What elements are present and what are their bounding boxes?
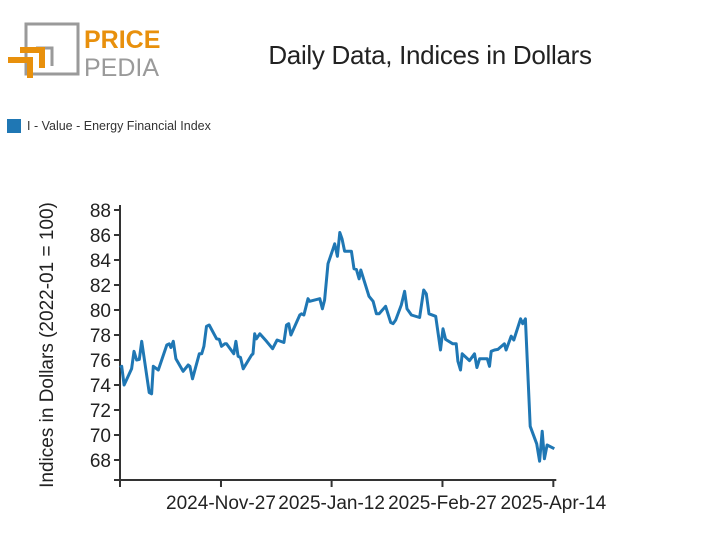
x-tick-label: 2025-Feb-27 bbox=[388, 493, 497, 514]
legend-item[interactable]: I - Value - Energy Financial Index bbox=[7, 119, 211, 133]
pricepedia-logo: PRICE PEDIA bbox=[6, 20, 166, 95]
x-tick-label: 2024-Nov-27 bbox=[166, 493, 276, 514]
y-tick-label: 86 bbox=[90, 226, 111, 247]
y-tick-label: 72 bbox=[90, 401, 111, 422]
y-axis-title: Indices in Dollars (2022-01 = 100) bbox=[37, 202, 58, 488]
legend-swatch bbox=[7, 119, 21, 133]
legend-label: I - Value - Energy Financial Index bbox=[27, 119, 211, 133]
svg-text:PRICE: PRICE bbox=[84, 26, 160, 54]
chart-title: Daily Data, Indices in Dollars bbox=[268, 40, 592, 70]
y-tick-label: 84 bbox=[90, 251, 112, 272]
y-tick-label: 88 bbox=[90, 201, 111, 222]
y-tick-label: 76 bbox=[90, 351, 111, 372]
svg-text:PEDIA: PEDIA bbox=[84, 54, 159, 82]
y-tick-label: 82 bbox=[90, 276, 111, 297]
x-tick-label: 2025-Jan-12 bbox=[278, 493, 385, 514]
y-tick-label: 70 bbox=[90, 426, 111, 447]
y-tick-label: 78 bbox=[90, 326, 111, 347]
y-tick-label: 68 bbox=[90, 451, 111, 472]
y-tick-label: 74 bbox=[90, 376, 112, 397]
y-tick-label: 80 bbox=[90, 301, 111, 322]
x-tick-label: 2025-Apr-14 bbox=[501, 493, 607, 514]
series-line bbox=[119, 231, 555, 463]
